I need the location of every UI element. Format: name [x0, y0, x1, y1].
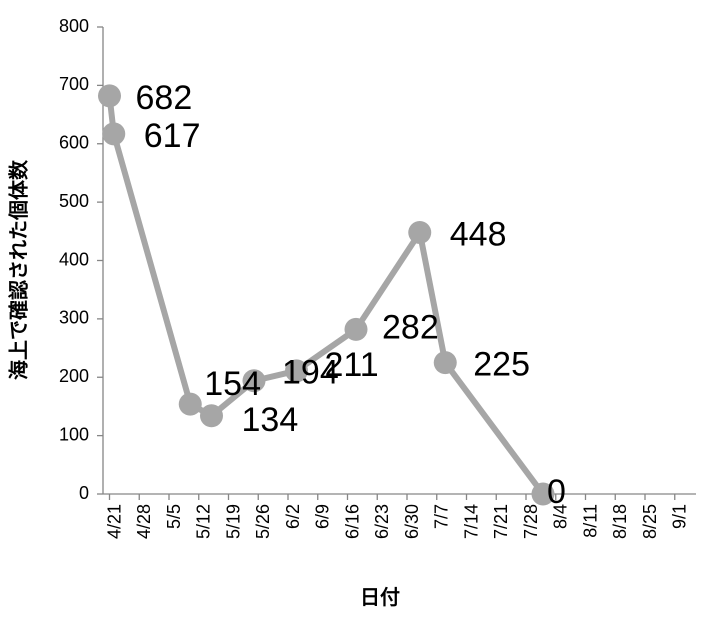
y-tick-label: 100 [59, 424, 89, 444]
x-axis-title: 日付 [360, 585, 400, 609]
x-tick-label: 7/28 [521, 504, 541, 539]
data-label: 225 [473, 346, 530, 384]
x-tick-label: 6/23 [372, 504, 392, 539]
data-point [433, 351, 457, 375]
y-tick-label: 500 [59, 191, 89, 211]
data-label: 211 [325, 346, 379, 384]
y-tick-label: 800 [59, 16, 89, 36]
series-line [106, 95, 546, 496]
x-tick-label: 6/16 [342, 504, 362, 539]
y-tick-label: 700 [59, 74, 89, 94]
data-point [178, 392, 202, 416]
data-point [285, 359, 308, 383]
x-tick-label: 9/1 [670, 504, 690, 529]
data-label: 0 [547, 473, 566, 511]
y-tick-label: 600 [59, 133, 89, 153]
x-tick-label: 8/11 [580, 504, 600, 538]
x-tick-label: 8/25 [640, 504, 660, 539]
data-point [98, 84, 121, 108]
x-tick-label: 5/26 [253, 504, 273, 539]
x-tick-label: 6/2 [283, 504, 303, 529]
data-point [200, 404, 223, 428]
data-label: 682 [136, 79, 193, 117]
data-label: 617 [144, 117, 201, 155]
x-tick-label: 7/21 [491, 504, 511, 539]
y-tick-label: 200 [59, 366, 89, 386]
x-tick-label: 5/12 [194, 504, 214, 539]
x-tick-label: 6/30 [402, 504, 422, 539]
data-point [242, 369, 266, 393]
y-tick-label: 300 [59, 308, 89, 328]
x-tick-label: 5/19 [223, 504, 243, 539]
data-label: 448 [450, 215, 507, 253]
data-point [102, 122, 126, 146]
data-label: 194 [282, 354, 339, 392]
y-tick-label: 400 [59, 249, 89, 269]
x-tick-label: 7/7 [432, 504, 452, 529]
data-label: 282 [382, 308, 439, 346]
x-tick-label: 6/9 [313, 504, 333, 529]
x-tick-label: 8/18 [610, 504, 630, 539]
x-tick-label: 4/21 [104, 504, 124, 539]
x-tick-label: 8/4 [551, 504, 571, 529]
data-point [531, 482, 555, 506]
x-tick-label: 7/14 [461, 504, 481, 539]
x-tick-label: 4/28 [134, 504, 154, 539]
data-point [344, 317, 368, 341]
data-label: 154 [204, 365, 261, 403]
x-tick-label: 5/5 [164, 504, 184, 529]
data-point [408, 220, 432, 244]
data-label: 134 [242, 401, 299, 439]
y-tick-label: 0 [79, 483, 89, 503]
y-axis-title: 海上で確認された個体数 [7, 159, 31, 380]
